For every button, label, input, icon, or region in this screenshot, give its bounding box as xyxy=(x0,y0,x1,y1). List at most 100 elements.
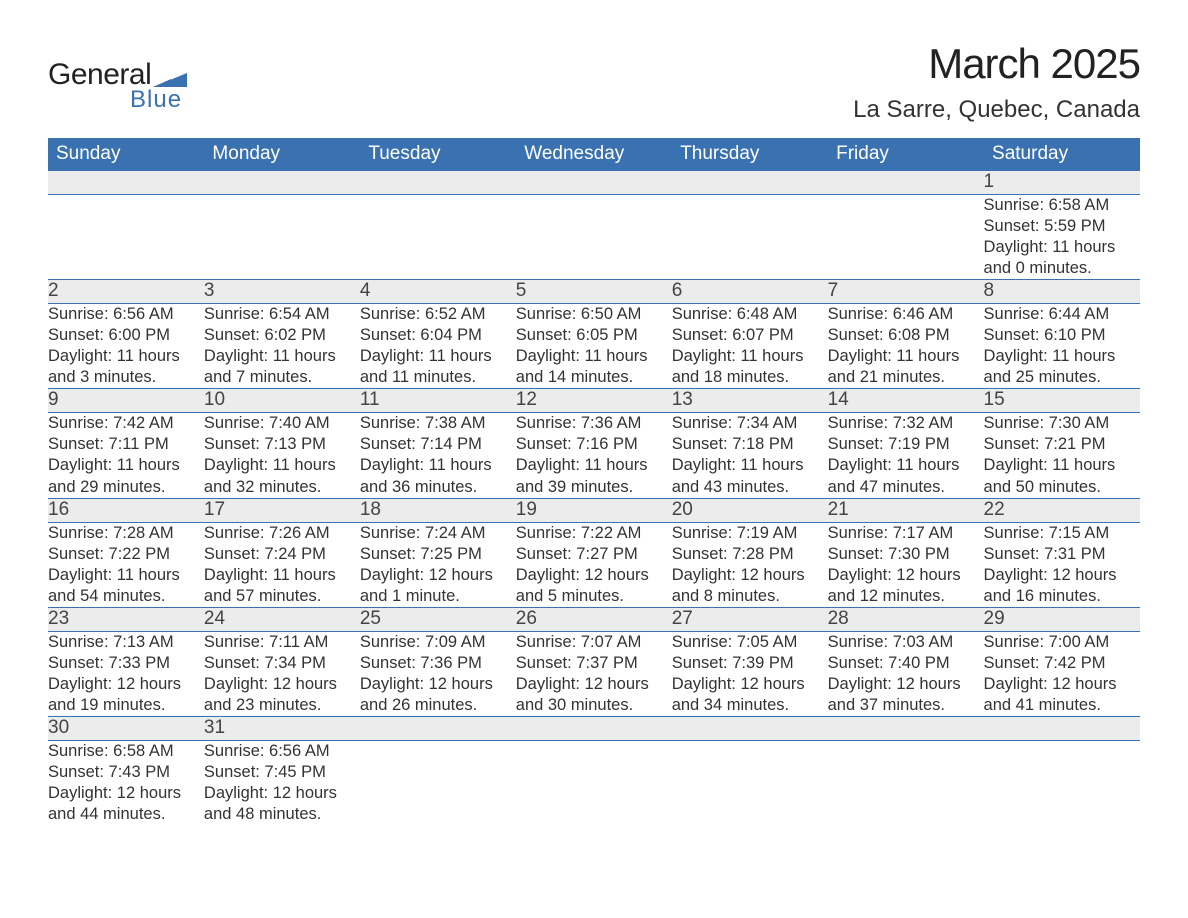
sunset-line: Sunset: 7:22 PM xyxy=(48,544,204,565)
day-data-cell: Sunrise: 7:13 AMSunset: 7:33 PMDaylight:… xyxy=(48,631,204,716)
sunrise-line: Sunrise: 6:44 AM xyxy=(984,304,1140,325)
sunset-line: Sunset: 7:34 PM xyxy=(204,653,360,674)
day-data-cell: Sunrise: 6:46 AMSunset: 6:08 PMDaylight:… xyxy=(828,304,984,389)
sunrise-line: Sunrise: 7:13 AM xyxy=(48,632,204,653)
daylight-line-1: Daylight: 11 hours xyxy=(984,237,1140,258)
day-data-cell: Sunrise: 7:34 AMSunset: 7:18 PMDaylight:… xyxy=(672,413,828,498)
sunset-line: Sunset: 6:05 PM xyxy=(516,325,672,346)
day-data-cell: Sunrise: 6:56 AMSunset: 6:00 PMDaylight:… xyxy=(48,304,204,389)
sunrise-line: Sunrise: 7:32 AM xyxy=(828,413,984,434)
day-data-cell: Sunrise: 6:52 AMSunset: 6:04 PMDaylight:… xyxy=(360,304,516,389)
daylight-line-2: and 48 minutes. xyxy=(204,804,360,825)
daylight-line-1: Daylight: 11 hours xyxy=(48,565,204,586)
calendar-data-row: Sunrise: 6:58 AMSunset: 5:59 PMDaylight:… xyxy=(48,194,1140,279)
day-number-cell: 30 xyxy=(48,717,204,741)
day-data-cell xyxy=(516,194,672,279)
daylight-line-2: and 39 minutes. xyxy=(516,477,672,498)
day-number-cell xyxy=(672,717,828,741)
sunrise-line: Sunrise: 7:00 AM xyxy=(984,632,1140,653)
sunrise-line: Sunrise: 6:52 AM xyxy=(360,304,516,325)
sunset-line: Sunset: 7:31 PM xyxy=(984,544,1140,565)
day-data-cell: Sunrise: 7:19 AMSunset: 7:28 PMDaylight:… xyxy=(672,522,828,607)
day-data-cell: Sunrise: 6:58 AMSunset: 7:43 PMDaylight:… xyxy=(48,740,204,825)
day-number-cell: 3 xyxy=(204,280,360,304)
daylight-line-1: Daylight: 12 hours xyxy=(516,674,672,695)
weekday-heading: Sunday xyxy=(48,138,204,171)
daylight-line-1: Daylight: 12 hours xyxy=(672,674,828,695)
sunset-line: Sunset: 7:39 PM xyxy=(672,653,828,674)
daylight-line-2: and 14 minutes. xyxy=(516,367,672,388)
day-number: 6 xyxy=(672,280,683,301)
day-data-cell xyxy=(516,740,672,825)
sunset-line: Sunset: 7:40 PM xyxy=(828,653,984,674)
day-number-cell xyxy=(360,171,516,195)
day-data-cell xyxy=(48,194,204,279)
day-number-cell: 21 xyxy=(828,498,984,522)
sunset-line: Sunset: 7:13 PM xyxy=(204,434,360,455)
sunset-line: Sunset: 7:36 PM xyxy=(360,653,516,674)
weekday-heading: Thursday xyxy=(672,138,828,171)
day-data-cell: Sunrise: 6:50 AMSunset: 6:05 PMDaylight:… xyxy=(516,304,672,389)
sunrise-line: Sunrise: 7:36 AM xyxy=(516,413,672,434)
day-number: 27 xyxy=(672,608,693,629)
sunset-line: Sunset: 6:04 PM xyxy=(360,325,516,346)
day-data-cell: Sunrise: 7:42 AMSunset: 7:11 PMDaylight:… xyxy=(48,413,204,498)
daylight-line-1: Daylight: 12 hours xyxy=(48,783,204,804)
day-number: 29 xyxy=(984,608,1005,629)
daylight-line-2: and 25 minutes. xyxy=(984,367,1140,388)
daylight-line-1: Daylight: 11 hours xyxy=(828,346,984,367)
day-number: 17 xyxy=(204,499,225,520)
calendar-body: 1 Sunrise: 6:58 AMSunset: 5:59 PMDayligh… xyxy=(48,171,1140,826)
sunset-line: Sunset: 7:37 PM xyxy=(516,653,672,674)
sunrise-line: Sunrise: 6:56 AM xyxy=(48,304,204,325)
day-number-cell: 5 xyxy=(516,280,672,304)
daylight-line-1: Daylight: 11 hours xyxy=(48,455,204,476)
day-data-cell: Sunrise: 7:22 AMSunset: 7:27 PMDaylight:… xyxy=(516,522,672,607)
day-number: 1 xyxy=(984,171,995,192)
sunset-line: Sunset: 7:28 PM xyxy=(672,544,828,565)
day-number-cell: 1 xyxy=(984,171,1140,195)
daylight-line-2: and 8 minutes. xyxy=(672,586,828,607)
day-number-cell xyxy=(984,717,1140,741)
daylight-line-1: Daylight: 12 hours xyxy=(204,674,360,695)
daylight-line-2: and 21 minutes. xyxy=(828,367,984,388)
weekday-heading: Tuesday xyxy=(360,138,516,171)
day-number-cell: 8 xyxy=(984,280,1140,304)
day-data-cell xyxy=(984,740,1140,825)
daylight-line-1: Daylight: 11 hours xyxy=(516,346,672,367)
daylight-line-2: and 34 minutes. xyxy=(672,695,828,716)
sunrise-line: Sunrise: 6:46 AM xyxy=(828,304,984,325)
day-number-cell xyxy=(828,171,984,195)
day-data-cell xyxy=(360,194,516,279)
daylight-line-1: Daylight: 11 hours xyxy=(204,346,360,367)
day-number-cell xyxy=(204,171,360,195)
day-number-cell: 24 xyxy=(204,607,360,631)
sunrise-line: Sunrise: 6:56 AM xyxy=(204,741,360,762)
day-number-cell: 10 xyxy=(204,389,360,413)
sunrise-line: Sunrise: 7:05 AM xyxy=(672,632,828,653)
day-number: 16 xyxy=(48,499,69,520)
day-number: 10 xyxy=(204,389,225,410)
daylight-line-2: and 18 minutes. xyxy=(672,367,828,388)
daylight-line-2: and 16 minutes. xyxy=(984,586,1140,607)
weekday-heading: Friday xyxy=(828,138,984,171)
sunset-line: Sunset: 7:27 PM xyxy=(516,544,672,565)
day-number-cell: 7 xyxy=(828,280,984,304)
sunrise-line: Sunrise: 7:07 AM xyxy=(516,632,672,653)
day-data-cell: Sunrise: 7:00 AMSunset: 7:42 PMDaylight:… xyxy=(984,631,1140,716)
daylight-line-1: Daylight: 11 hours xyxy=(360,455,516,476)
day-data-cell: Sunrise: 7:15 AMSunset: 7:31 PMDaylight:… xyxy=(984,522,1140,607)
daylight-line-2: and 29 minutes. xyxy=(48,477,204,498)
daylight-line-2: and 37 minutes. xyxy=(828,695,984,716)
sunset-line: Sunset: 7:16 PM xyxy=(516,434,672,455)
sunrise-line: Sunrise: 7:40 AM xyxy=(204,413,360,434)
sunset-line: Sunset: 7:43 PM xyxy=(48,762,204,783)
day-number-cell: 6 xyxy=(672,280,828,304)
calendar-data-row: Sunrise: 6:58 AMSunset: 7:43 PMDaylight:… xyxy=(48,740,1140,825)
daylight-line-1: Daylight: 12 hours xyxy=(516,565,672,586)
month-title: March 2025 xyxy=(853,40,1140,88)
day-number-cell xyxy=(516,717,672,741)
sunset-line: Sunset: 6:02 PM xyxy=(204,325,360,346)
day-number: 14 xyxy=(828,389,849,410)
daylight-line-2: and 44 minutes. xyxy=(48,804,204,825)
